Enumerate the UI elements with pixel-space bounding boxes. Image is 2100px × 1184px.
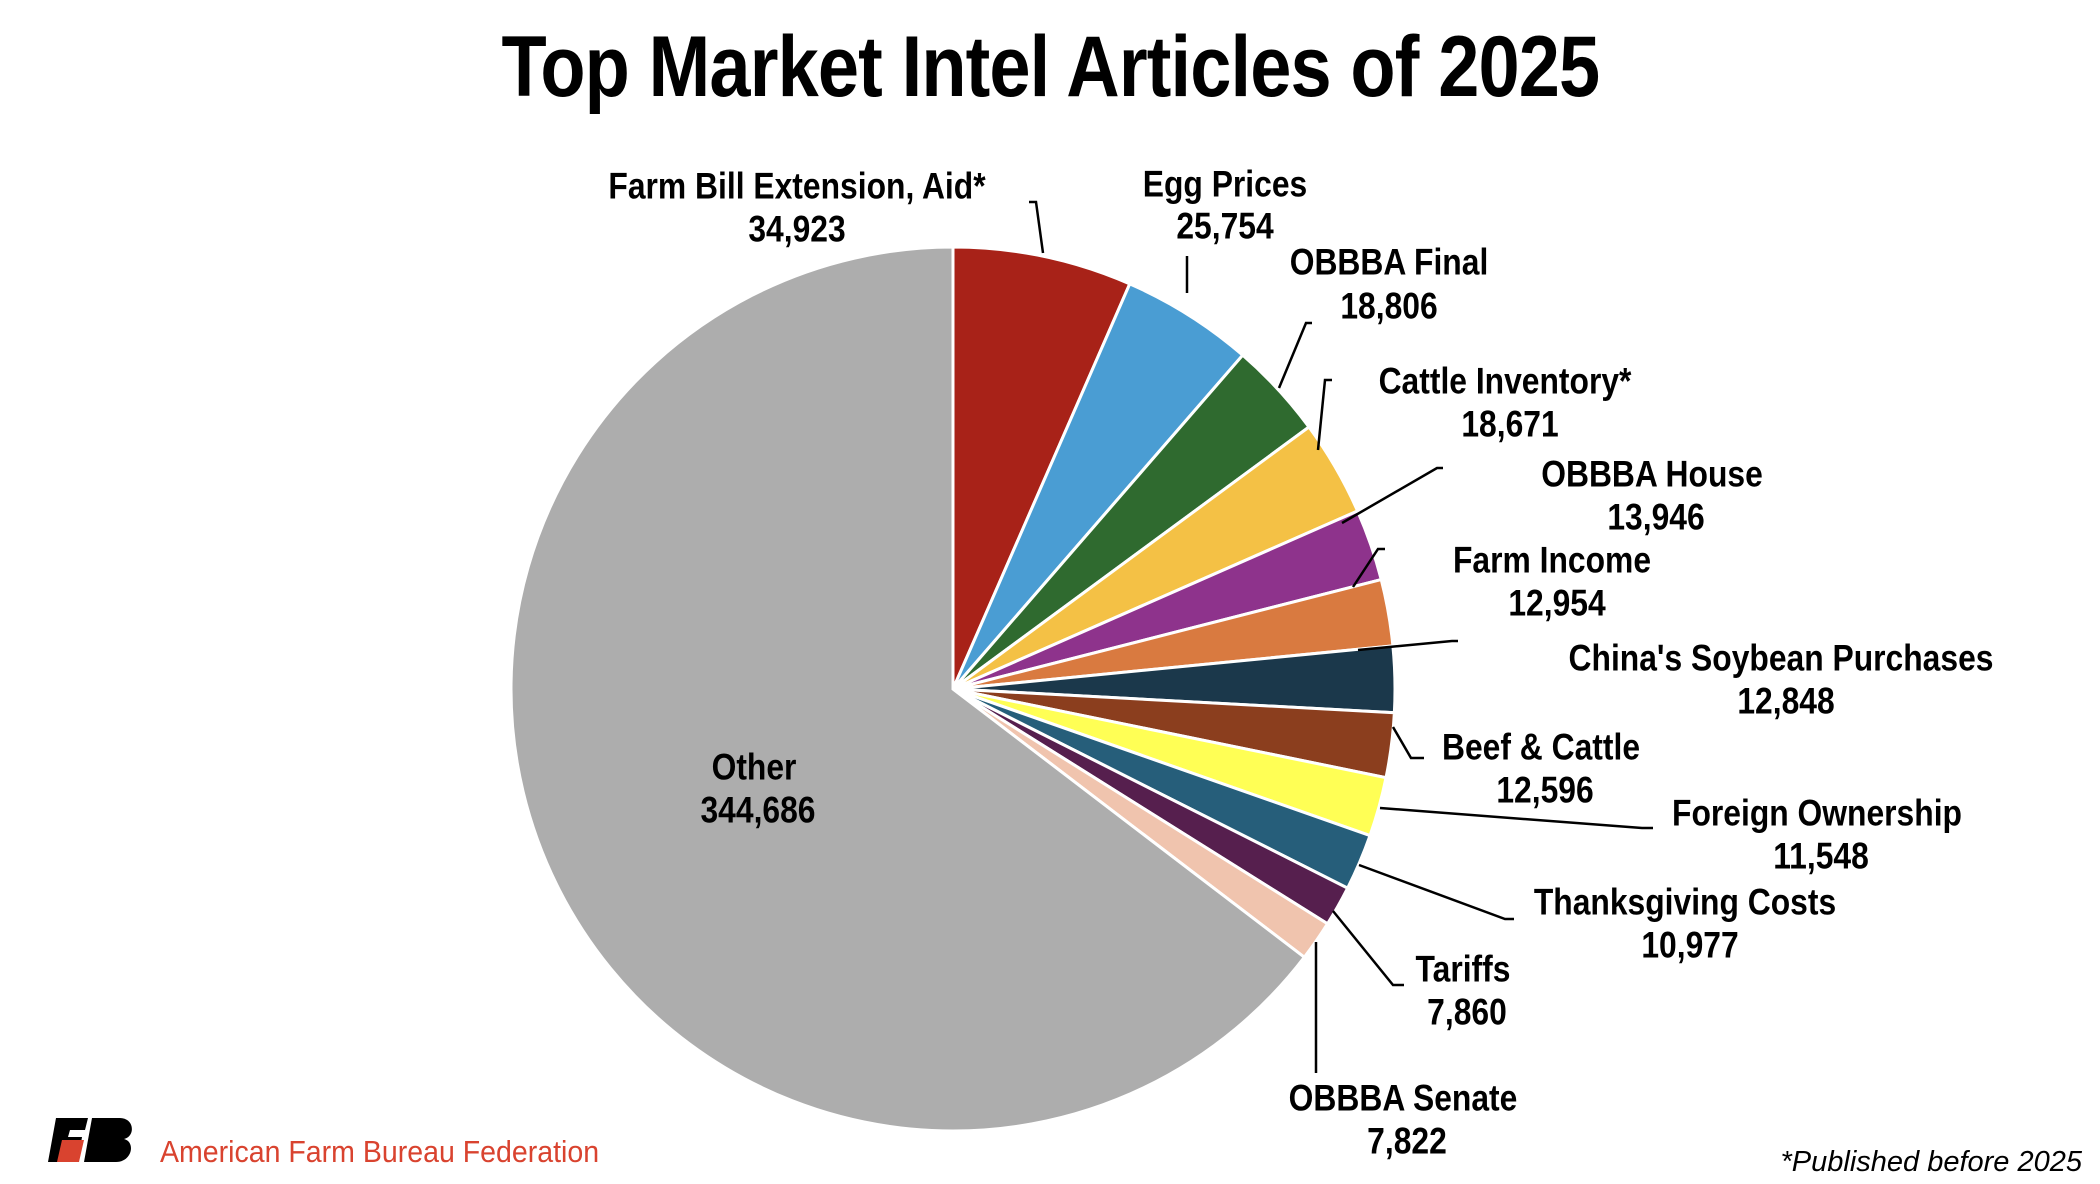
leader-line-farm-income [1351,547,1385,588]
slice-value-farm-income: 12,954 [1508,582,1606,624]
slice-label-beef-cattle: Beef & Cattle [1441,726,1641,768]
organization-name: American Farm Bureau Federation [160,1134,600,1169]
slice-value-thanksgiving-costs: 10,977 [1641,924,1739,966]
slice-value-obbba-house: 13,946 [1607,496,1705,538]
pie-slice-other [509,245,1307,1133]
slice-value-cattle-inventory: 18,671 [1461,403,1559,445]
slice-value-tariffs: 7,860 [1427,991,1507,1033]
slice-label-obbba-final: OBBBA Final [1289,241,1489,283]
slice-label-china-s-soybean-purchases: China's Soybean Purchases [1568,637,1994,679]
leader-line-thanksgiving-costs [1358,863,1514,921]
leader-line-farm-bill-extension-aid [1029,200,1045,254]
slice-label-egg-prices: Egg Prices [1142,163,1308,205]
slice-value-obbba-senate: 7,822 [1367,1120,1447,1162]
footnote: *Published before 2025 [1780,1146,2082,1178]
slice-value-egg-prices: 25,754 [1176,205,1274,247]
slice-value-china-s-soybean-purchases: 12,848 [1737,680,1835,722]
leader-line-foreign-ownership [1379,806,1653,830]
slice-value-foreign-ownership: 11,548 [1773,835,1869,877]
slice-label-obbba-senate: OBBBA Senate [1288,1077,1518,1119]
leader-line-tariffs [1332,910,1404,987]
leader-line-obbba-final [1277,321,1312,389]
slice-label-obbba-house: OBBBA House [1541,453,1763,495]
slice-label-cattle-inventory: Cattle Inventory* [1378,360,1632,402]
slice-label-farm-income: Farm Income [1452,539,1652,581]
slice-value-farm-bill-extension-aid: 34,923 [748,208,846,250]
slice-label-farm-bill-extension-aid: Farm Bill Extension, Aid* [608,165,986,207]
slice-label-other: Other [711,746,797,788]
afbf-logo [48,1118,132,1162]
pie-slice-farm-bill-extension-aid [951,245,1132,690]
slice-value-other: 344,686 [700,789,816,831]
slice-value-beef-cattle: 12,596 [1496,769,1594,811]
leader-line-cattle-inventory [1316,378,1332,451]
chart-title: Top Market Intel Articles of 2025 [501,19,1601,115]
leader-line-beef-cattle [1391,726,1424,760]
slice-value-obbba-final: 18,806 [1340,285,1438,327]
slice-label-foreign-ownership: Foreign Ownership [1672,792,1962,834]
leader-line-obbba-house [1341,466,1443,525]
slice-label-tariffs: Tariffs [1415,948,1511,990]
slice-label-thanksgiving-costs: Thanksgiving Costs [1533,881,1837,923]
leader-line-china-s-soybean-purchases [1357,639,1458,652]
